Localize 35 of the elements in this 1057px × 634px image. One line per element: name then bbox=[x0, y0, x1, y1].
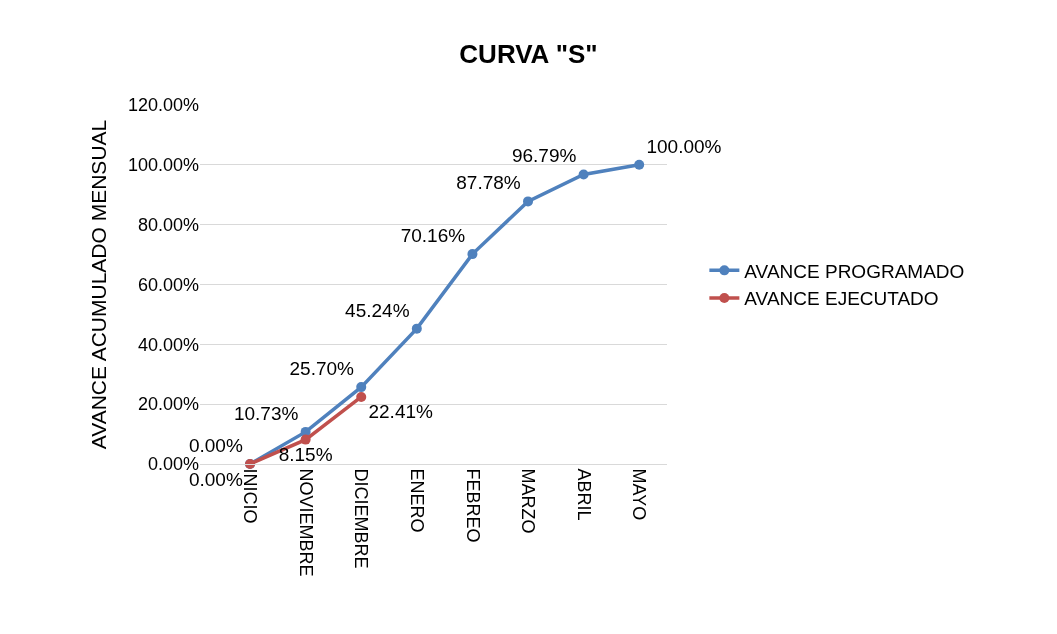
point bbox=[300, 434, 311, 445]
data-label: 0.00% bbox=[188, 435, 243, 456]
chart-title: CURVA "S" bbox=[459, 38, 598, 69]
x-tick-label: ENERO bbox=[406, 468, 427, 533]
point bbox=[411, 323, 422, 334]
y-axis-title: AVANCE ACUMULADO MENSUAL bbox=[87, 119, 111, 450]
point bbox=[356, 391, 367, 402]
x-tick-label: ABRIL bbox=[573, 468, 594, 521]
data-label: 45.24% bbox=[345, 299, 410, 321]
y-tick-label: 80.00% bbox=[137, 214, 199, 235]
point bbox=[523, 196, 534, 207]
y-tick-label: 60.00% bbox=[137, 274, 199, 295]
data-label: 70.16% bbox=[400, 225, 466, 247]
y-tick-label: 100.00% bbox=[127, 155, 199, 176]
x-tick-label: FEBREO bbox=[462, 468, 483, 543]
y-tick-label: 40.00% bbox=[137, 334, 199, 355]
data-label: 22.41% bbox=[368, 401, 434, 423]
data-label: 87.78% bbox=[456, 172, 521, 194]
legend-label: AVANCE EJECUTADO bbox=[744, 288, 939, 310]
x-tick-label: DICIEMBRE bbox=[351, 468, 372, 569]
x-tick-label: NOVIEMBRE bbox=[295, 468, 316, 577]
legend-label: AVANCE PROGRAMADO bbox=[744, 260, 965, 282]
x-tick-label: MAYO bbox=[629, 468, 650, 521]
data-label: 25.70% bbox=[289, 358, 355, 380]
y-tick-label: 20.00% bbox=[137, 394, 199, 415]
point bbox=[634, 159, 645, 170]
point bbox=[356, 382, 367, 393]
data-label: 96.79% bbox=[511, 145, 577, 167]
point bbox=[467, 249, 478, 260]
data-label: 100.00% bbox=[646, 135, 722, 157]
data-label: 10.73% bbox=[233, 402, 299, 424]
point bbox=[578, 169, 589, 180]
y-tick-label: 120.00% bbox=[127, 95, 199, 116]
x-tick-label: MARZO bbox=[518, 468, 539, 534]
data-label: 8.15% bbox=[278, 444, 333, 466]
